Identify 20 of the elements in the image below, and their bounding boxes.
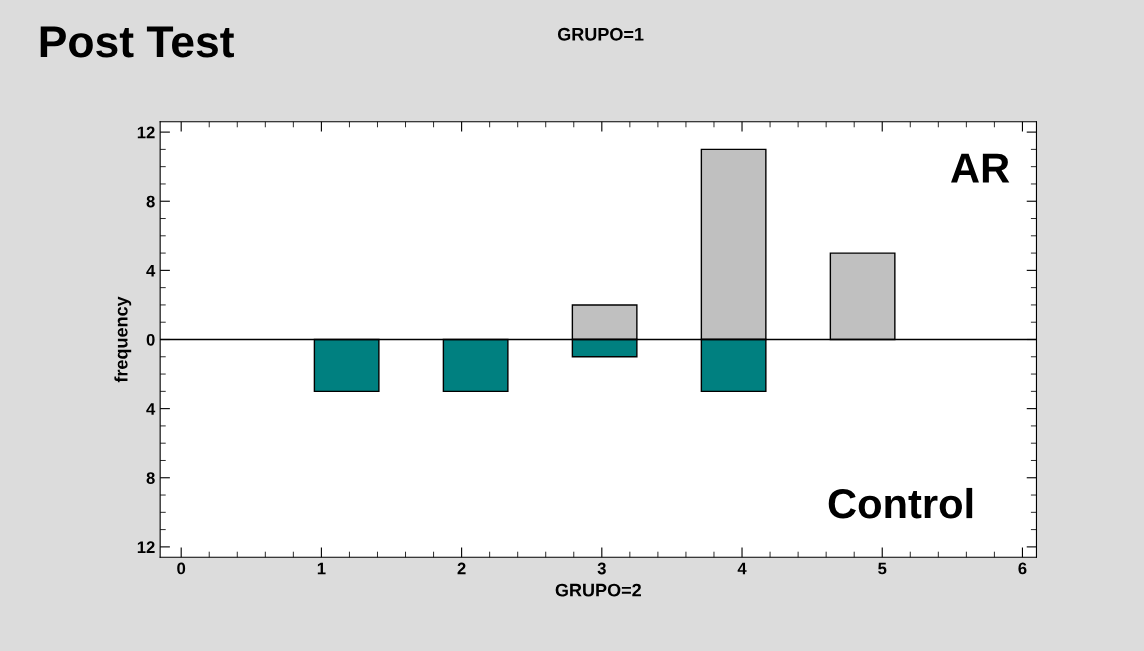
legend-label: Control	[828, 487, 973, 519]
y-tick-label: 12	[137, 126, 155, 139]
chart-subtitle: GRUPO=1	[557, 27, 644, 41]
x-tick-label: 5	[878, 562, 887, 575]
y-tick-label: 12	[137, 541, 155, 553]
x-tick-label: 1	[317, 562, 326, 575]
y-tick-label: 4	[146, 403, 156, 415]
x-axis-title: GRUPO=2	[555, 583, 641, 597]
x-tick-label: 6	[1018, 562, 1027, 575]
y-tick-label: 8	[146, 472, 155, 484]
x-tick-label: 3	[597, 562, 606, 575]
x-tick-label: 2	[457, 562, 466, 575]
x-tick-label: 0	[177, 562, 186, 575]
y-axis-title: frequency	[114, 296, 132, 383]
y-tick-label: 4	[146, 264, 156, 277]
legend-label: AR	[951, 153, 1010, 183]
y-tick-label: 8	[146, 195, 155, 208]
y-tick-label: 0	[146, 333, 155, 346]
chart-title: Post Test	[40, 26, 234, 58]
x-tick-label: 4	[737, 562, 747, 575]
